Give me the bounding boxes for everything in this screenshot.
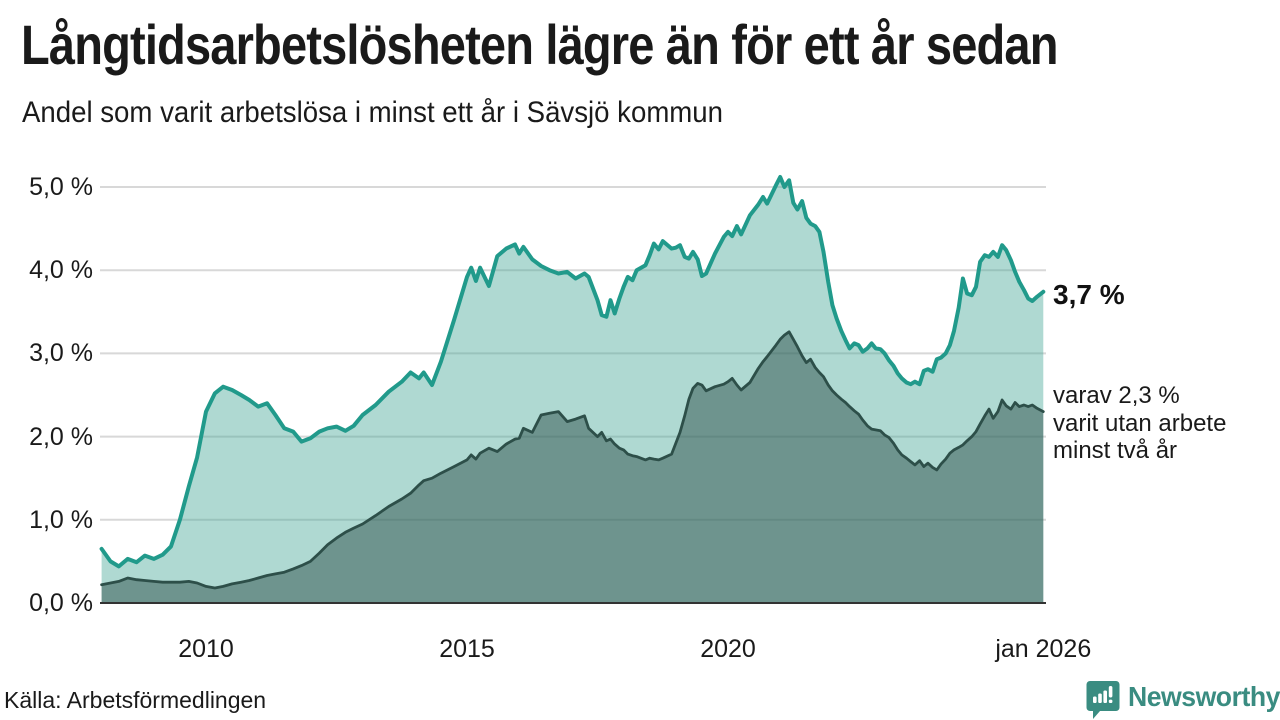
area-fill-two-year-unemployed [101, 331, 1044, 603]
two-year-note-line2: varit utan arbete [1053, 409, 1227, 437]
source-credit: Källa: Arbetsförmedlingen [4, 687, 267, 713]
bar-3 [1103, 690, 1107, 703]
two-year-note-line1: varav 2,3 % [1053, 382, 1180, 409]
x-tick-label: 2010 [178, 635, 234, 663]
two-year-note: varav 2,3 % varit utan arbete minst två … [1053, 382, 1226, 465]
bar-2 [1098, 693, 1102, 703]
brand-logo: Newsworthy [1086, 680, 1280, 720]
line-total-unemployed [99, 175, 1046, 569]
brand-name: Newsworthy [1128, 681, 1280, 712]
chart-subtitle: Andel som varit arbetslösa i minst ett å… [22, 96, 723, 129]
y-tick-label: 4,0 % [29, 256, 93, 285]
y-tick-label: 3,0 % [29, 339, 93, 368]
bar-1 [1093, 696, 1097, 703]
newsworthy-speech-bubble-bar-chart-icon [1086, 681, 1120, 719]
y-tick-label: 0,0 % [29, 589, 93, 617]
y-tick-label: 1,0 % [29, 505, 93, 534]
exclamation-stem [1108, 686, 1113, 698]
two-year-note-line3: minst två år [1053, 437, 1178, 464]
line-two-year-unemployed [100, 330, 1045, 590]
x-tick-label: 2020 [700, 635, 756, 663]
x-tick-label: jan 2026 [995, 635, 1092, 663]
page-title: Långtidsarbetslösheten lägre än för ett … [21, 13, 1058, 76]
y-tick-label: 2,0 % [29, 422, 93, 451]
latest-value-label: 3,7 % [1053, 279, 1125, 310]
y-tick-label: 5,0 % [29, 173, 93, 201]
exclamation-dot [1108, 699, 1113, 703]
x-tick-label: 2015 [439, 635, 495, 663]
speech-bubble-shape [1086, 681, 1120, 719]
